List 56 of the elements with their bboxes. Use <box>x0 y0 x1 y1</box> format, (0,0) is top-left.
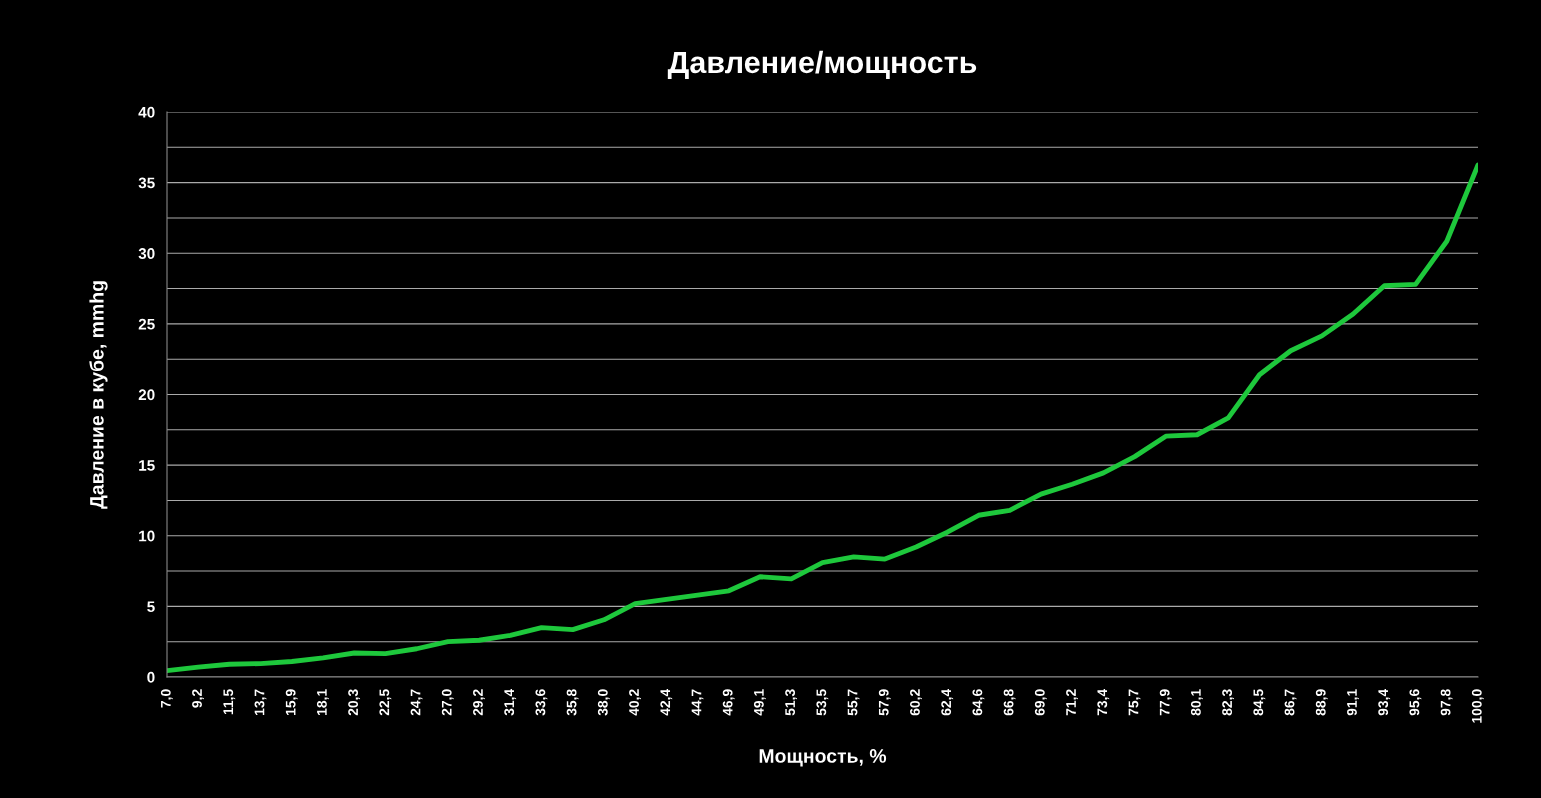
x-tick-label: 38,0 <box>597 689 610 716</box>
x-tick-label: 80,1 <box>1190 689 1203 716</box>
y-tick-label: 25 <box>138 318 155 330</box>
y-tick-label: 15 <box>139 460 155 471</box>
x-tick-label: 77,9 <box>1159 689 1172 716</box>
x-tick-label: 60,2 <box>910 689 922 716</box>
x-tick-label: 64,6 <box>972 689 985 716</box>
x-tick-label: 100,0 <box>1471 689 1484 723</box>
x-tick-label: 69,0 <box>1034 689 1047 716</box>
x-tick-label: 82,3 <box>1222 689 1235 716</box>
y-tick-label: 35 <box>138 177 155 189</box>
x-tick-label: 24,7 <box>410 689 423 716</box>
x-tick-label: 49,1 <box>753 689 766 716</box>
x-tick-label: 20,3 <box>348 689 361 716</box>
y-tick-label: 40 <box>138 106 155 118</box>
y-tick-label: 0 <box>147 671 155 683</box>
x-tick-label: 29,2 <box>473 689 485 716</box>
x-tick-label: 57,9 <box>878 689 891 716</box>
x-tick-label: 73,4 <box>1097 688 1110 716</box>
x-tick-label: 75,7 <box>1128 689 1141 716</box>
x-tick-label: 13,7 <box>254 689 267 715</box>
y-tick-label: 30 <box>138 248 155 259</box>
x-tick-label: 53,5 <box>816 689 829 716</box>
x-tick-label: 42,4 <box>660 688 673 716</box>
x-tick-label: 9,2 <box>192 689 204 708</box>
x-tick-label: 18,1 <box>316 689 329 715</box>
y-tick-label: 10 <box>139 530 155 542</box>
x-tick-label: 88,9 <box>1315 689 1328 716</box>
x-tick-label: 44,7 <box>691 689 704 716</box>
x-tick-label: 35,8 <box>566 689 579 716</box>
x-tick-label: 22,5 <box>379 689 392 716</box>
line-series <box>167 162 1478 674</box>
x-tick-label: 33,6 <box>535 689 548 716</box>
chart-title: Давление/мощность <box>667 50 977 79</box>
x-tick-label: 11,5 <box>223 689 236 715</box>
x-axis-title: Мощность, % <box>759 749 887 767</box>
x-tick-label: 51,3 <box>785 689 798 716</box>
x-tick-label: 97,8 <box>1440 689 1453 716</box>
y-tick-label: 20 <box>138 389 155 401</box>
x-tick-label: 66,8 <box>1003 689 1016 716</box>
x-tick-label: 93,4 <box>1378 688 1391 716</box>
x-tick-label: 40,2 <box>629 689 641 716</box>
x-tick-label: 84,5 <box>1253 689 1266 716</box>
x-tick-label: 7,0 <box>160 689 173 708</box>
x-tick-label: 86,7 <box>1284 689 1297 716</box>
x-tick-label: 15,9 <box>285 689 298 715</box>
x-tick-label: 91,1 <box>1347 689 1359 716</box>
x-tick-label: 71,2 <box>1066 689 1078 716</box>
x-tick-label: 46,9 <box>722 689 735 716</box>
x-tick-label: 95,6 <box>1409 689 1422 716</box>
y-axis-title: Давление в кубе, mmhg <box>89 281 108 509</box>
x-tick-label: 55,7 <box>847 689 860 716</box>
y-tick-label: 5 <box>147 601 155 613</box>
x-tick-label: 27,0 <box>441 689 454 716</box>
x-tick-label: 31,4 <box>504 688 517 716</box>
x-tick-label: 62,4 <box>941 688 954 716</box>
